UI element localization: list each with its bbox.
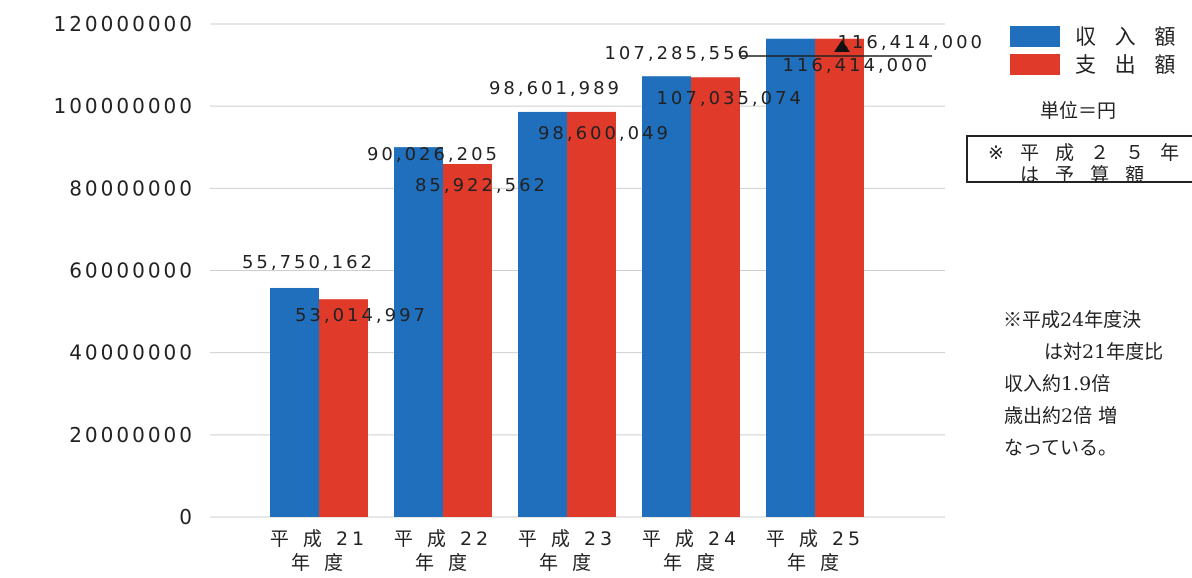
x-category-label: 平 成 24 xyxy=(642,528,740,550)
legend: 収 入 額支 出 額 xyxy=(1010,25,1181,77)
data-label-expense: 85,922,562 xyxy=(415,175,548,196)
data-label-expense: 53,014,997 xyxy=(295,305,428,326)
y-tick-label: 20000000 xyxy=(69,423,195,447)
legend-swatch xyxy=(1010,54,1060,75)
y-tick-label: 80000000 xyxy=(69,176,195,200)
comment-line-1: ※平成24年度決 xyxy=(1003,309,1142,331)
bar-expense xyxy=(691,77,740,518)
x-category-label: 平 成 21 xyxy=(270,528,368,550)
bar-income xyxy=(766,38,815,517)
data-label-income: 98,601,989 xyxy=(489,78,622,99)
x-category-label: 年 度 xyxy=(539,552,595,574)
x-category-label: 年 度 xyxy=(663,552,719,574)
bar-expense xyxy=(319,299,368,517)
x-category-label: 平 成 22 xyxy=(394,528,492,550)
comment-line-2: は対21年度比 xyxy=(1044,341,1164,363)
data-label-income: 55,750,162 xyxy=(242,252,375,273)
bar-income xyxy=(270,287,319,517)
budget-note-line-1: ※ 平 成 ２ ５ 年 度 xyxy=(988,142,1192,164)
data-labels: 55,750,162 90,026,205 98,601,989 107,285,55… xyxy=(242,32,985,326)
data-label-income: 107,285,556 xyxy=(604,43,752,64)
data-label-expense: 98,600,049 xyxy=(538,123,671,144)
x-category-label: 平 成 25 xyxy=(766,528,864,550)
y-tick-labels: 0 20000000 40000000 60000000 80000000 1000000… xyxy=(53,12,195,529)
y-tick-label: 40000000 xyxy=(69,341,195,365)
bar-income xyxy=(518,111,567,518)
comment-line-5: なっている。 xyxy=(1004,437,1118,459)
x-category-label: 平 成 23 xyxy=(518,528,616,550)
data-label-expense: 107,035,074 xyxy=(656,88,804,109)
legend-label: 収 入 額 xyxy=(1075,25,1181,49)
legend-label: 支 出 額 xyxy=(1075,53,1181,77)
budget-note-box: ※ 平 成 ２ ５ 年 度 は 予 算 額 xyxy=(966,135,1192,186)
bar-expense xyxy=(443,164,492,518)
y-tick-label: 0 xyxy=(179,505,195,529)
x-category-label: 年 度 xyxy=(787,552,843,574)
legend-swatch xyxy=(1010,26,1060,47)
y-tick-label: 100000000 xyxy=(53,94,195,118)
arrow-marker xyxy=(834,40,850,52)
comment-line-3: 収入約1.9倍 xyxy=(1004,373,1111,395)
data-label-income: 116,414,000 xyxy=(837,32,985,53)
x-category-label: 年 度 xyxy=(291,552,347,574)
bar-expense xyxy=(815,38,864,517)
y-tick-label: 120000000 xyxy=(53,12,195,36)
y-tick-label: 60000000 xyxy=(69,259,195,283)
bars xyxy=(270,38,864,518)
comment-line-4: 歳出約2倍 増 xyxy=(1004,405,1118,427)
bar-income xyxy=(642,76,691,518)
data-label-expense: 116,414,000 xyxy=(782,55,930,76)
x-category-labels: 平 成 21年 度平 成 22年 度平 成 23年 度平 成 24年 度平 成 … xyxy=(270,528,864,574)
data-label-income: 90,026,205 xyxy=(367,144,500,165)
bar-income xyxy=(394,147,443,517)
bar-expense xyxy=(567,111,616,518)
budget-note-line-2: は 予 算 額 xyxy=(1020,164,1150,186)
x-category-label: 年 度 xyxy=(415,552,471,574)
unit-label: 単位＝円 xyxy=(1040,100,1117,122)
